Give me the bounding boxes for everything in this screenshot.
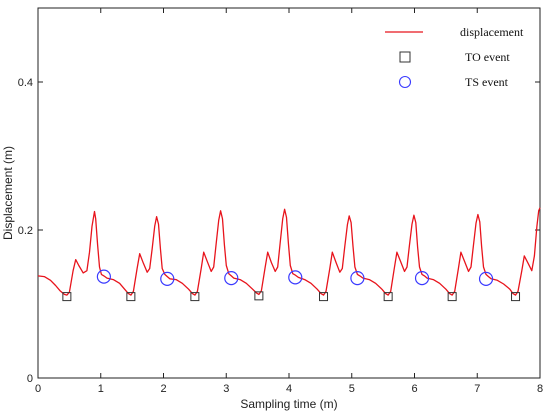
x-tick-label: 4 [286, 383, 292, 395]
to-event-marker [447, 292, 457, 302]
x-tick-label: 2 [160, 383, 166, 395]
legend: displacement TO event TS event [385, 25, 524, 89]
ts-event-marker [160, 271, 175, 286]
series-layer [37, 207, 541, 302]
x-tick-label: 8 [537, 383, 543, 395]
legend-label: TO event [465, 50, 510, 64]
to-event-marker [511, 292, 521, 302]
x-axis: 0 1 2 3 4 5 6 7 8 [35, 8, 543, 395]
ts-event-marker [96, 269, 111, 284]
x-tick-label: 6 [411, 383, 417, 395]
y-axis: 0 0.2 0.4 [18, 77, 540, 385]
legend-label: displacement [460, 25, 524, 39]
ts-event-marker [478, 271, 494, 286]
ts-event-marker [414, 271, 430, 286]
ts-event-marker [224, 271, 239, 286]
legend-square-swatch [399, 51, 411, 63]
y-tick-label: 0.4 [18, 77, 33, 89]
x-tick-label: 3 [223, 383, 229, 395]
y-tick-label: 0 [27, 373, 33, 385]
x-tick-label: 1 [98, 383, 104, 395]
y-axis-title: Displacement (m) [1, 146, 15, 240]
legend-circle-swatch [398, 75, 412, 89]
legend-label: TS event [465, 75, 509, 89]
to-event-marker [126, 292, 136, 302]
displacement-line [37, 207, 541, 296]
ts-event-marker [288, 270, 303, 285]
to-event-marker [254, 291, 264, 301]
to-event-marker [190, 292, 200, 302]
x-tick-label: 5 [349, 383, 355, 395]
to-event-marker [62, 292, 72, 302]
ts-event-marker [350, 271, 365, 286]
y-tick-label: 0.2 [18, 225, 33, 237]
x-tick-label: 0 [35, 383, 41, 395]
to-event-marker [319, 292, 329, 302]
x-tick-label: 7 [474, 383, 480, 395]
x-axis-title: Sampling time (m) [240, 397, 337, 411]
to-event-marker [383, 292, 393, 302]
